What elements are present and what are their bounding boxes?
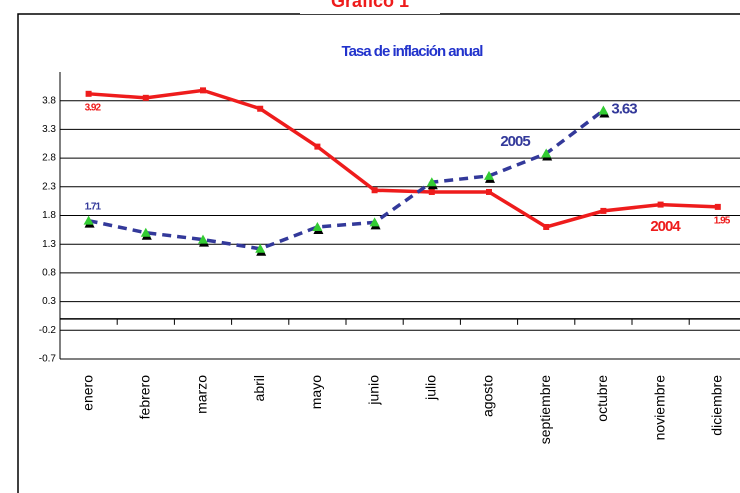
marker	[428, 188, 435, 195]
marker	[257, 105, 264, 112]
marker	[541, 148, 552, 158]
x-tick-label: noviembre	[651, 375, 667, 441]
data-label: 1.95	[714, 216, 731, 227]
data-label: 3.92	[85, 102, 102, 113]
marker	[426, 177, 437, 187]
marker	[486, 188, 492, 195]
marker	[198, 234, 208, 244]
title-bg	[300, 0, 440, 14]
data-label: 1.71	[85, 201, 102, 212]
marker	[600, 207, 607, 214]
marker	[200, 87, 206, 94]
marker	[371, 187, 378, 194]
y-tick-label: 3.3	[42, 124, 56, 135]
x-tick-label: diciembre	[709, 375, 725, 436]
x-tick-label: junio	[365, 375, 381, 406]
marker	[657, 201, 664, 208]
marker	[140, 227, 151, 237]
marker	[314, 143, 321, 150]
series-line	[88, 88, 718, 229]
x-tick-label: marzo	[194, 375, 210, 414]
chart-title: Gráfico 1	[331, 0, 409, 11]
y-tick-label: 1.3	[42, 239, 56, 250]
series-label: 2004	[650, 218, 681, 235]
marker	[83, 215, 94, 225]
x-tick-label: septiembre	[537, 375, 553, 444]
y-tick-label: -0.2	[39, 325, 57, 336]
marker	[142, 94, 149, 101]
x-tick-label: agosto	[480, 375, 496, 417]
x-tick-label: octubre	[594, 375, 610, 422]
marker	[484, 170, 494, 180]
series-line	[88, 109, 605, 251]
y-tick-label: 1.8	[42, 210, 56, 221]
y-tick-label: 2.3	[42, 181, 56, 192]
marker	[312, 221, 323, 231]
marker	[598, 105, 609, 115]
y-tick-label: -0.7	[39, 354, 57, 365]
chart-subtitle: Tasa de inflación anual	[342, 43, 484, 60]
marker	[543, 223, 550, 230]
y-tick-label: 2.8	[42, 153, 56, 164]
data-label: 3.63	[611, 100, 637, 117]
x-tick-label: febrero	[137, 375, 153, 420]
frame	[17, 13, 740, 493]
y-tick-label: 0.8	[42, 268, 56, 279]
marker	[85, 90, 92, 97]
marker	[369, 217, 380, 227]
y-tick-label: 0.3	[42, 296, 56, 307]
marker	[255, 243, 266, 253]
x-tick-label: abril	[251, 375, 267, 401]
x-tick-label: mayo	[308, 375, 324, 409]
x-tick-label: enero	[79, 375, 95, 411]
x-tick-label: julio	[423, 375, 439, 401]
series-label: 2005	[500, 133, 530, 150]
y-tick-label: 3.8	[42, 95, 56, 106]
marker	[714, 203, 721, 210]
